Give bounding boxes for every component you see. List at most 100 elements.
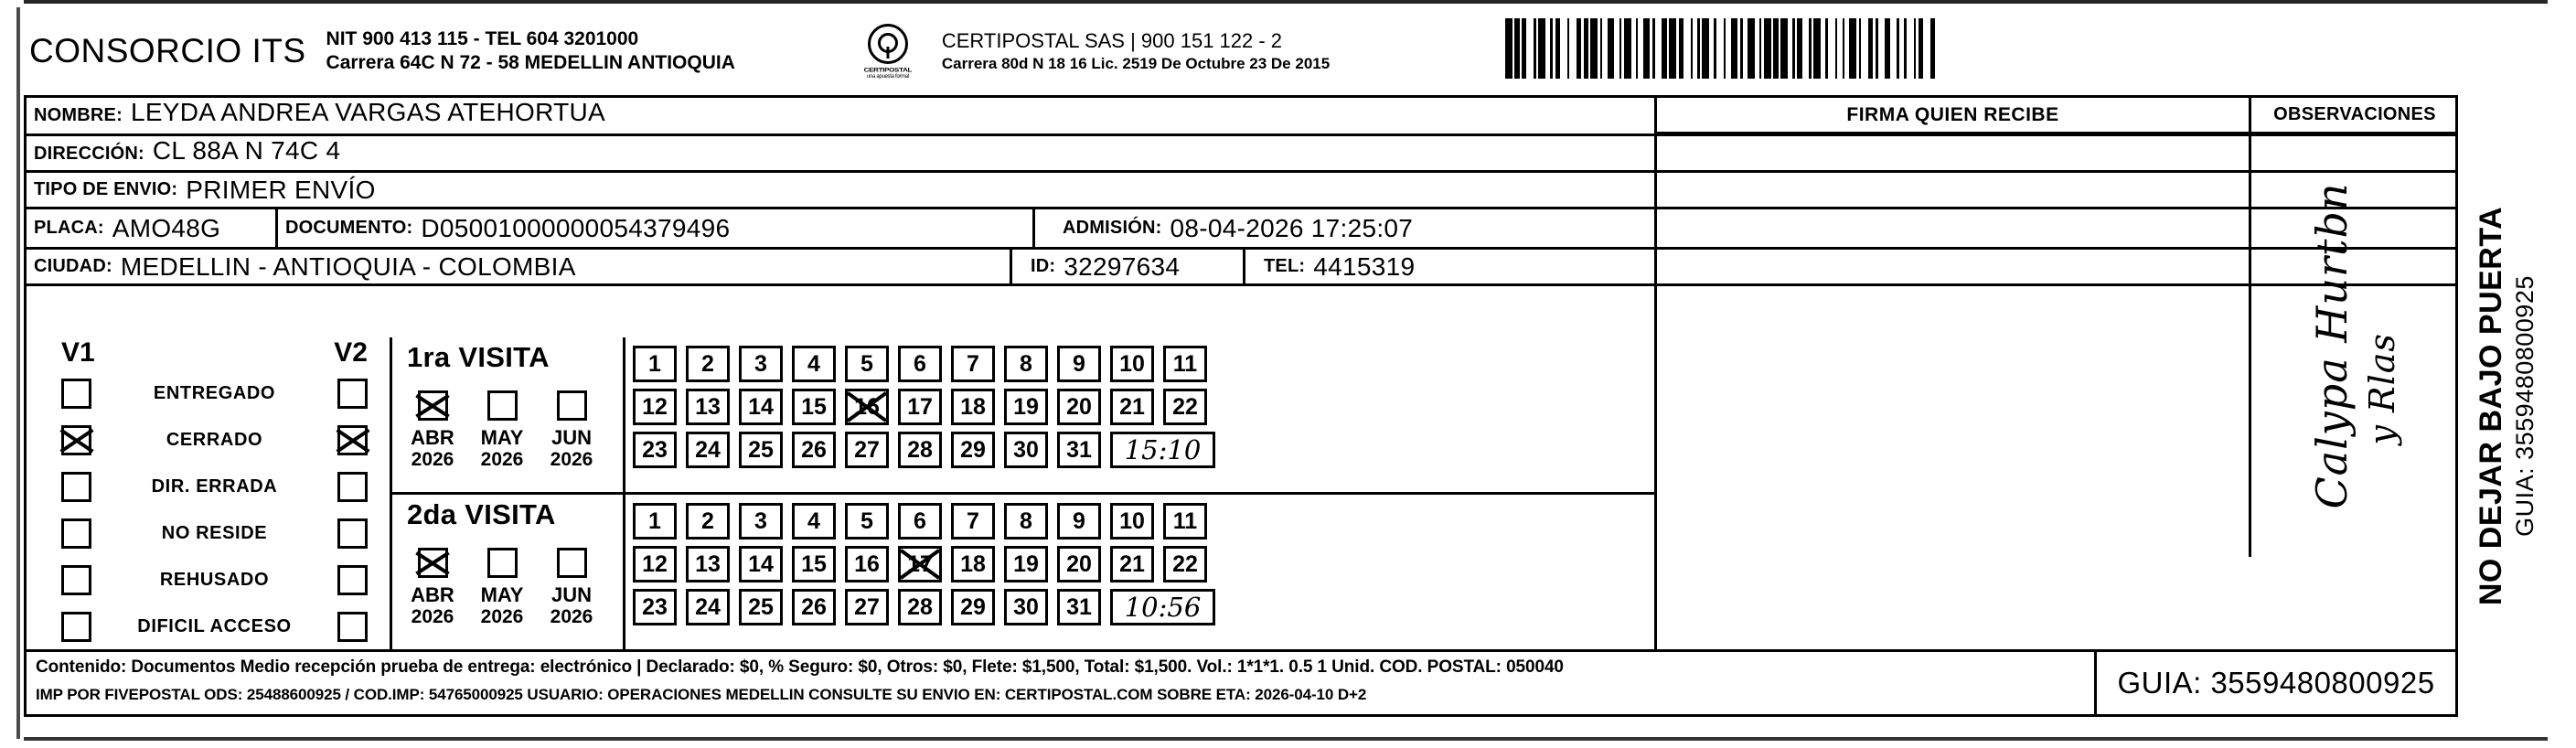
day-cell-9[interactable]: 9 (1057, 503, 1101, 540)
firma-signature-area[interactable] (1657, 134, 2251, 557)
month-option-jun[interactable]: JUN 2026 (546, 390, 597, 471)
month-option-may[interactable]: MAY 2026 (476, 390, 528, 471)
status-label: CERRADO (166, 430, 263, 450)
month-checkbox-abr[interactable] (417, 390, 448, 421)
month-option-abr[interactable]: ABR 2026 (407, 548, 458, 628)
day-cell-11[interactable]: 11 (1163, 346, 1207, 382)
day-cell-11[interactable]: 11 (1163, 503, 1207, 540)
day-cell-3[interactable]: 3 (739, 346, 783, 382)
day-cell-29[interactable]: 29 (951, 432, 995, 468)
day-cell-19[interactable]: 19 (1004, 546, 1048, 582)
day-cell-7[interactable]: 7 (951, 346, 995, 382)
visit-time-value[interactable]: 10:56 (1110, 589, 1215, 625)
visit-status-block: V1 V2 ENTREGADO CERRADO DIR. ERRADA NO RESIDE… (27, 337, 1654, 652)
tipo-envio-value: PRIMER ENVÍO (186, 175, 376, 204)
day-cell-8[interactable]: 8 (1004, 503, 1048, 540)
checkbox-v2-rehusado[interactable] (337, 565, 368, 595)
day-cell-18[interactable]: 18 (951, 389, 995, 425)
day-cell-23[interactable]: 23 (633, 432, 677, 468)
day-cell-4[interactable]: 4 (792, 346, 836, 382)
scan-edge-top (24, 0, 2548, 4)
day-cell-6[interactable]: 6 (898, 346, 942, 382)
checkbox-v2-no-reside[interactable] (337, 518, 368, 549)
barcode-bar (1858, 18, 1862, 79)
day-cell-2[interactable]: 2 (686, 346, 730, 382)
day-cell-7[interactable]: 7 (951, 503, 995, 540)
day-cell-27[interactable]: 27 (845, 589, 889, 625)
month-checkbox-may[interactable] (486, 390, 518, 421)
month-option-abr[interactable]: ABR 2026 (407, 390, 458, 471)
day-cell-2[interactable]: 2 (686, 503, 730, 540)
day-cell-14[interactable]: 14 (739, 546, 783, 582)
day-cell-1[interactable]: 1 (633, 503, 677, 540)
day-cell-13[interactable]: 13 (686, 546, 730, 582)
day-cell-13[interactable]: 13 (686, 389, 730, 425)
day-cell-26[interactable]: 26 (792, 432, 836, 468)
firma-header-label: FIRMA QUIEN RECIBE (1657, 98, 2251, 132)
day-cell-9[interactable]: 9 (1057, 346, 1101, 382)
day-cell-27[interactable]: 27 (845, 432, 889, 468)
day-cell-4[interactable]: 4 (792, 503, 836, 540)
day-cell-31[interactable]: 31 (1057, 589, 1101, 625)
month-option-may[interactable]: MAY 2026 (476, 548, 528, 628)
day-cell-20[interactable]: 20 (1057, 389, 1101, 425)
day-cell-22[interactable]: 22 (1163, 389, 1207, 425)
day-cell-23[interactable]: 23 (633, 589, 677, 625)
day-cell-21[interactable]: 21 (1110, 546, 1154, 582)
checkbox-v1-dir-errada[interactable] (61, 472, 91, 502)
day-cell-8[interactable]: 8 (1004, 346, 1048, 382)
day-cell-17[interactable]: 17 (898, 389, 942, 425)
day-cell-20[interactable]: 20 (1057, 546, 1101, 582)
day-cell-24[interactable]: 24 (686, 432, 730, 468)
day-cell-25[interactable]: 25 (739, 589, 783, 625)
day-cell-21[interactable]: 21 (1110, 389, 1154, 425)
day-cell-30[interactable]: 30 (1004, 589, 1048, 625)
day-cell-26[interactable]: 26 (792, 589, 836, 625)
day-cell-12[interactable]: 12 (633, 389, 677, 425)
day-cell-16[interactable]: 16 (845, 389, 889, 425)
checkbox-v1-no-reside[interactable] (61, 518, 91, 549)
checkbox-v2-dir-errada[interactable] (337, 472, 368, 502)
day-cell-5[interactable]: 5 (845, 346, 889, 382)
day-cell-29[interactable]: 29 (951, 589, 995, 625)
checkbox-v2-dificil-acceso[interactable] (337, 612, 368, 642)
checkbox-v2-entregado[interactable] (337, 379, 368, 409)
day-cell-22[interactable]: 22 (1163, 546, 1207, 582)
month-checkbox-abr[interactable] (417, 548, 448, 578)
day-row: 1 2 3 4 5 6 7 8 9 10 11 (633, 346, 1654, 382)
day-cell-19[interactable]: 19 (1004, 389, 1048, 425)
day-cell-28[interactable]: 28 (898, 589, 942, 625)
day-cell-14[interactable]: 14 (739, 389, 783, 425)
barcode-bar (1861, 18, 1869, 79)
day-cell-18[interactable]: 18 (951, 546, 995, 582)
day-cell-30[interactable]: 30 (1004, 432, 1048, 468)
day-cell-6[interactable]: 6 (898, 503, 942, 540)
month-checkbox-jun[interactable] (556, 548, 587, 578)
checkbox-v2-cerrado[interactable] (337, 425, 368, 455)
visit-time-value[interactable]: 15:10 (1110, 432, 1215, 468)
day-cell-1[interactable]: 1 (633, 346, 677, 382)
day-cell-31[interactable]: 31 (1057, 432, 1101, 468)
day-cell-25[interactable]: 25 (739, 432, 783, 468)
barcode-bar (1552, 18, 1555, 79)
day-cell-5[interactable]: 5 (845, 503, 889, 540)
month-checkbox-may[interactable] (486, 548, 518, 578)
day-cell-10[interactable]: 10 (1110, 346, 1154, 382)
month-option-jun[interactable]: JUN 2026 (546, 548, 597, 628)
day-cell-15[interactable]: 15 (792, 389, 836, 425)
day-cell-3[interactable]: 3 (739, 503, 783, 540)
day-cell-24[interactable]: 24 (686, 589, 730, 625)
month-checkbox-jun[interactable] (556, 390, 587, 421)
day-cell-16[interactable]: 16 (845, 546, 889, 582)
day-cell-17[interactable]: 17 (898, 546, 942, 582)
day-cell-10[interactable]: 10 (1110, 503, 1154, 540)
barcode-bar (1904, 18, 1907, 79)
checkbox-v1-rehusado[interactable] (61, 565, 91, 595)
day-cell-28[interactable]: 28 (898, 432, 942, 468)
checkbox-v1-dificil-acceso[interactable] (61, 612, 91, 642)
checkbox-v1-cerrado[interactable] (61, 425, 91, 455)
consorcio-brand-name: CONSORCIO ITS (29, 32, 306, 69)
day-cell-15[interactable]: 15 (792, 546, 836, 582)
checkbox-v1-entregado[interactable] (61, 379, 91, 409)
day-cell-12[interactable]: 12 (633, 546, 677, 582)
